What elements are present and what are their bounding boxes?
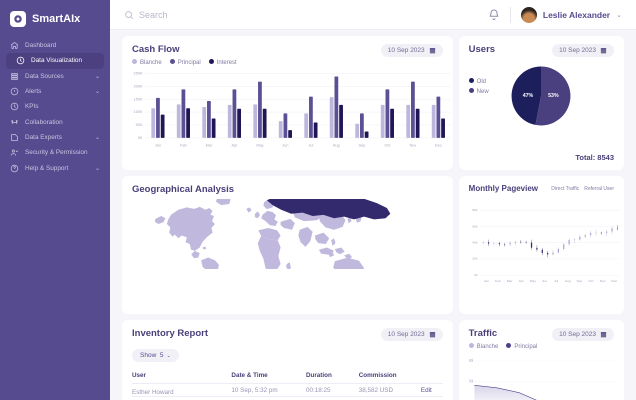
svg-text:Mar: Mar [206,144,213,148]
svg-text:Aug: Aug [565,279,571,283]
svg-text:Sep: Sep [359,144,366,148]
svg-text:Jan: Jan [155,144,161,148]
svg-text:Aug: Aug [333,144,340,148]
svg-text:Sep: Sep [576,279,582,283]
svg-text:Oct: Oct [384,144,390,148]
svg-text:50K: 50K [136,123,143,127]
svg-text:53%: 53% [548,93,559,99]
svg-text:20k: 20k [472,257,478,261]
svg-text:0k: 0k [474,273,478,277]
svg-text:Mar: Mar [506,279,512,283]
svg-text:Oct: Oct [588,279,593,283]
svg-text:80k: 80k [472,208,478,212]
svg-text:Feb: Feb [180,144,186,148]
svg-text:150K: 150K [134,97,143,101]
svg-text:Apr: Apr [232,144,239,148]
svg-text:Jun: Jun [282,144,288,148]
svg-text:Dec: Dec [611,279,617,283]
svg-text:Nov: Nov [410,144,417,148]
svg-text:90k: 90k [469,359,473,364]
svg-text:Feb: Feb [495,279,501,283]
svg-text:May: May [256,144,263,148]
svg-text:Apr: Apr [518,279,523,283]
svg-text:60k: 60k [469,379,473,384]
svg-text:Jul: Jul [554,279,559,283]
svg-text:Jan: Jan [483,279,489,283]
svg-text:40k: 40k [472,241,478,245]
svg-text:100K: 100K [134,110,143,114]
svg-text:60k: 60k [472,225,478,229]
svg-text:47%: 47% [523,93,534,99]
svg-text:200K: 200K [134,85,143,89]
svg-text:Jun: Jun [542,279,548,283]
svg-text:Dec: Dec [435,144,442,148]
svg-text:Nov: Nov [599,279,605,283]
svg-text:May: May [529,279,536,283]
svg-text:Jul: Jul [309,144,314,148]
svg-text:0K: 0K [138,136,143,140]
svg-text:250K: 250K [134,72,143,76]
